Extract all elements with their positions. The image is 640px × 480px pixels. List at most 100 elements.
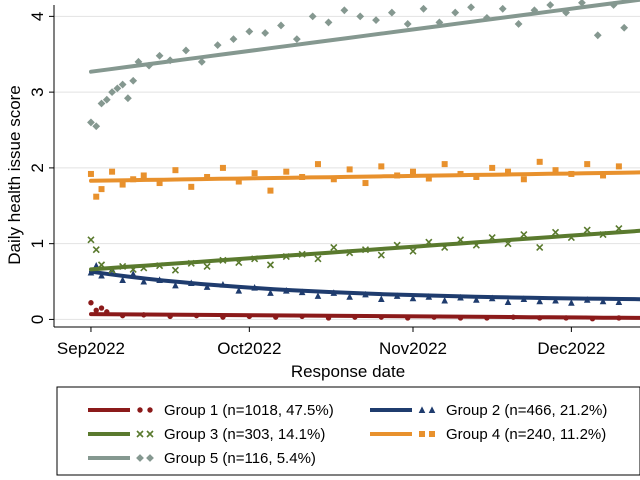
data-point: [98, 305, 105, 311]
x-tick-label: Oct2022: [217, 339, 281, 358]
legend: Group 1 (n=1018, 47.5%) Group 2 (n=466, 2…: [56, 386, 640, 476]
data-point: [514, 20, 523, 28]
legend-box: [56, 386, 640, 476]
data-point: [441, 296, 448, 304]
data-point: [520, 231, 528, 239]
data-point: [119, 276, 126, 284]
data-point: [213, 41, 222, 50]
data-point: [87, 118, 95, 127]
data-point: [473, 296, 480, 303]
data-point: [119, 181, 126, 188]
y-tick-label: 1: [28, 239, 47, 248]
data-point: [98, 186, 105, 193]
legend-label: Group 5 (n=116, 5.4%): [164, 450, 316, 467]
legend-item-5: Group 5 (n=116, 5.4%): [88, 450, 316, 467]
legend-label: Group 3 (n=303, 14.1%): [164, 426, 325, 443]
data-point: [229, 35, 238, 43]
data-point: [467, 3, 475, 12]
x-tick-label: Nov2022: [379, 339, 447, 358]
data-point: [188, 183, 195, 190]
legend-marker: [136, 454, 144, 462]
data-point: [578, 0, 586, 7]
data-point: [324, 18, 333, 27]
data-point: [451, 8, 460, 17]
legend-label: Group 1 (n=1018, 47.5%): [164, 402, 334, 419]
data-point: [87, 236, 95, 244]
series-group-3: [87, 224, 640, 274]
y-axis-title: Daily health issue score: [5, 85, 24, 265]
data-point: [235, 178, 242, 185]
legend-item-4: Group 4 (n=240, 11.2%): [370, 426, 606, 443]
data-point: [425, 175, 432, 182]
data-point: [568, 299, 575, 306]
data-point: [378, 295, 385, 302]
data-point: [113, 84, 122, 93]
data-point: [235, 287, 243, 294]
data-point: [520, 176, 527, 183]
y-tick-label: 0: [28, 315, 47, 324]
data-point: [308, 12, 317, 21]
data-point: [124, 94, 132, 103]
data-point: [314, 255, 322, 263]
x-tick-label: Dec2022: [537, 339, 605, 358]
data-point: [93, 307, 99, 314]
series-group-1: [88, 300, 640, 322]
data-point: [409, 294, 417, 302]
data-point: [419, 4, 428, 13]
legend-marker: [137, 407, 143, 413]
data-point: [219, 164, 226, 171]
data-point: [372, 16, 380, 25]
trend-line: [89, 269, 640, 302]
data-point: [172, 281, 179, 289]
legend-marker: [419, 431, 425, 437]
y-tick-label: 2: [28, 163, 47, 172]
trend-line: [89, 228, 640, 272]
legend-item-3: Group 3 (n=303, 14.1%): [88, 426, 325, 443]
legend-marker: [429, 431, 435, 437]
data-point: [118, 80, 127, 89]
data-point: [505, 168, 512, 175]
data-point: [245, 27, 254, 36]
data-point: [473, 173, 480, 180]
data-point: [599, 297, 607, 305]
trend-line: [89, 0, 640, 74]
data-point: [102, 95, 111, 104]
data-point: [551, 228, 560, 236]
legend-marker: [136, 430, 144, 438]
data-point: [409, 247, 417, 255]
data-point: [97, 99, 106, 108]
data-point: [593, 31, 602, 40]
data-point: [266, 261, 275, 269]
data-point: [197, 57, 206, 66]
legend-marker: [146, 430, 154, 438]
data-point: [109, 168, 116, 175]
data-point: [546, 1, 555, 9]
data-point: [140, 277, 148, 285]
series-group-5: [87, 0, 640, 131]
data-point: [615, 298, 623, 305]
data-point: [362, 180, 369, 187]
data-point: [387, 8, 396, 17]
legend-item-2: Group 2 (n=466, 21.2%): [370, 402, 607, 419]
series-group-4: [87, 158, 640, 200]
data-point: [204, 173, 211, 180]
data-point: [203, 283, 211, 290]
data-point: [129, 76, 138, 85]
data-point: [435, 18, 444, 27]
data-point: [314, 292, 322, 299]
legend-marker: [418, 406, 426, 413]
legend-marker: [428, 406, 436, 413]
data-point: [108, 88, 116, 97]
data-point: [600, 172, 607, 179]
data-point: [182, 46, 190, 55]
data-point: [277, 21, 285, 30]
data-point: [340, 6, 349, 15]
data-point: [584, 161, 591, 168]
data-point: [489, 164, 496, 171]
data-point: [620, 23, 629, 32]
data-point: [292, 35, 301, 43]
data-point: [536, 243, 544, 252]
data-point: [88, 300, 94, 306]
data-point: [403, 20, 412, 28]
